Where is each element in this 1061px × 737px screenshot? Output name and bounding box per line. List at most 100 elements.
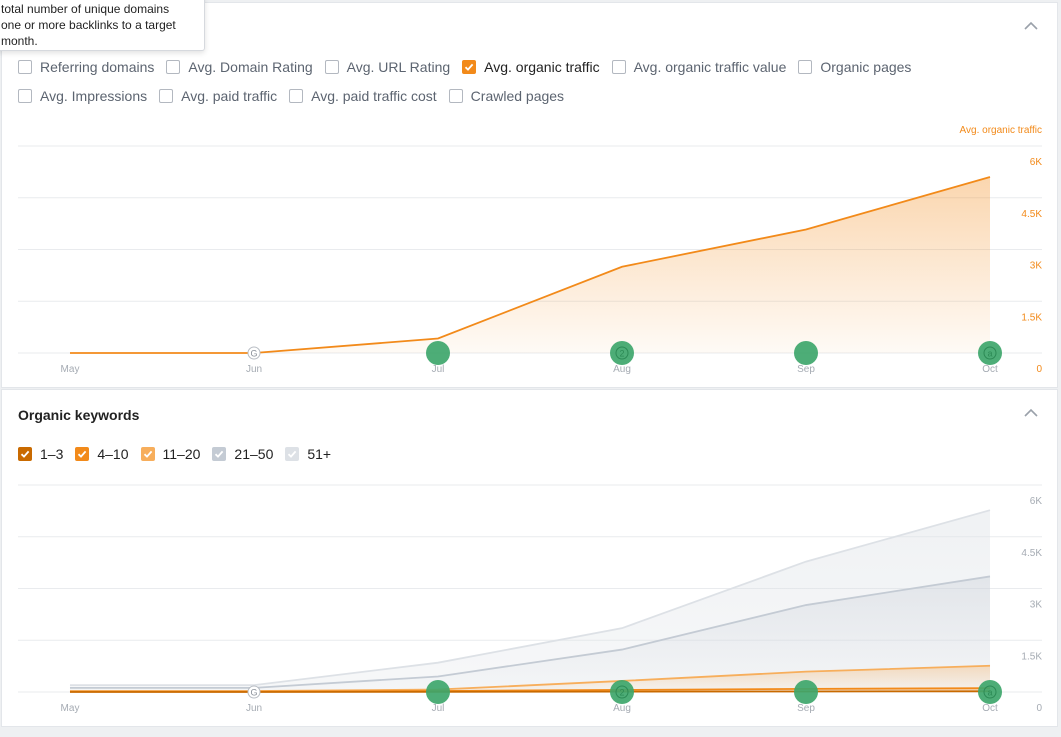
checkbox-label: Crawled pages <box>470 88 565 104</box>
legend-11-20[interactable]: 11–20 <box>140 446 201 462</box>
metric-avg-organic-traffic[interactable]: Avg. organic traffic <box>462 59 600 75</box>
checkbox-label: Avg. organic traffic value <box>633 59 787 75</box>
x-tick-label: May <box>61 703 80 714</box>
checkbox-checked-icon[interactable] <box>212 447 227 461</box>
checkbox-checked-icon[interactable] <box>462 60 477 74</box>
google-update-icon: G <box>250 349 257 359</box>
event-marker[interactable] <box>610 341 634 365</box>
series-line-21-50 <box>70 575 991 689</box>
checkbox-unchecked-icon[interactable] <box>159 89 174 103</box>
checkbox-label: Referring domains <box>40 59 155 75</box>
event-count-label: a <box>987 349 992 359</box>
series-area-avg-organic-traffic <box>70 177 990 353</box>
google-update-marker <box>247 346 261 360</box>
y-tick-label: 6K <box>1030 496 1043 507</box>
checkbox-label: Avg. paid traffic cost <box>311 88 437 104</box>
metric-referring-domains[interactable]: Referring domains <box>18 59 154 75</box>
metric-organic-pages[interactable]: Organic pages <box>798 59 911 75</box>
checkbox-unchecked-icon[interactable] <box>166 60 181 74</box>
checkbox-checked-icon[interactable] <box>18 447 32 461</box>
x-tick-label: Oct <box>982 703 998 714</box>
event-marker[interactable] <box>426 341 450 365</box>
event-marker[interactable] <box>426 680 450 704</box>
checkbox-unchecked-icon[interactable] <box>289 89 304 103</box>
traffic-panel: Referring domains Avg. Domain Rating Avg. … <box>1 2 1058 388</box>
event-marker[interactable] <box>978 341 1002 365</box>
checkbox-checked-icon[interactable] <box>140 447 155 461</box>
series-line-51 <box>70 509 991 687</box>
tooltip-line: one or more backlinks to a target <box>1 18 176 32</box>
metric-avg-paid-traffic-cost[interactable]: Avg. paid traffic cost <box>289 88 437 104</box>
series-area-21-50 <box>70 576 990 692</box>
metric-avg-paid-traffic[interactable]: Avg. paid traffic <box>159 88 277 104</box>
x-tick-label: Sep <box>797 703 815 714</box>
checkbox-label: Avg. Domain Rating <box>188 59 313 75</box>
series-line-1-3 <box>70 690 991 693</box>
event-marker[interactable] <box>610 680 634 704</box>
collapse-chevron-up-icon[interactable] <box>1023 406 1039 420</box>
y-tick-label: 3K <box>1030 261 1043 272</box>
metric-avg-organic-traffic-value[interactable]: Avg. organic traffic value <box>611 59 787 75</box>
series-area-11-20 <box>70 665 990 692</box>
collapse-chevron-up-icon[interactable] <box>1023 19 1039 33</box>
legend-21-50[interactable]: 21–50 <box>212 446 273 462</box>
series-line-avg-organic-traffic <box>70 176 991 354</box>
checkbox-unchecked-icon[interactable] <box>18 60 32 74</box>
organic-keywords-chart: 6K 4.5K 3K 1.5K 0 May Jun Jul Aug Sep Oct G 2 a <box>18 484 1043 714</box>
x-tick-label: Jun <box>246 703 262 714</box>
keyword-position-legend: 1–3 4–10 11–20 21–50 51+ <box>18 446 343 462</box>
checkbox-unchecked-icon[interactable] <box>798 60 813 74</box>
checkbox-label: 11–20 <box>162 446 201 462</box>
event-count-label: a <box>987 688 992 698</box>
y-tick-label: 3K <box>1030 600 1043 611</box>
event-count-badge <box>615 685 629 699</box>
metric-avg-domain-rating[interactable]: Avg. Domain Rating <box>166 59 313 75</box>
section-title: Organic keywords <box>18 407 140 423</box>
x-tick-label: Oct <box>982 364 998 375</box>
metric-avg-url-rating[interactable]: Avg. URL Rating <box>324 59 451 75</box>
legend-4-10[interactable]: 4–10 <box>75 446 129 462</box>
metric-avg-impressions[interactable]: Avg. Impressions <box>18 88 147 104</box>
y-axis-label: Avg. organic traffic <box>960 125 1042 136</box>
checkbox-checked-icon[interactable] <box>285 447 300 461</box>
legend-1-3[interactable]: 1–3 <box>18 446 63 462</box>
google-update-marker <box>247 685 261 699</box>
metric-crawled-pages[interactable]: Crawled pages <box>448 88 565 104</box>
y-tick-label: 1.5K <box>1021 312 1042 323</box>
checkbox-unchecked-icon[interactable] <box>324 60 339 74</box>
x-tick-label: Jul <box>432 703 445 714</box>
tooltip-line: month. <box>1 34 38 48</box>
event-marker[interactable] <box>794 341 818 365</box>
checkbox-label: Organic pages <box>820 59 912 75</box>
checkbox-label: Avg. URL Rating <box>346 59 451 75</box>
checkbox-label: Avg. paid traffic <box>181 88 278 104</box>
checkbox-label: Avg. organic traffic <box>484 59 600 75</box>
x-tick-label: Sep <box>797 364 815 375</box>
event-marker[interactable] <box>978 680 1002 704</box>
checkbox-label: 21–50 <box>234 446 274 462</box>
y-tick-label: 0 <box>1036 703 1042 714</box>
checkbox-checked-icon[interactable] <box>75 447 90 461</box>
google-update-icon: G <box>250 688 257 698</box>
checkbox-label: 51+ <box>307 446 332 462</box>
x-tick-label: May <box>61 364 80 375</box>
checkbox-unchecked-icon[interactable] <box>18 89 32 103</box>
legend-51[interactable]: 51+ <box>285 446 331 462</box>
y-tick-label: 4.5K <box>1021 548 1042 559</box>
event-count-label: 2 <box>619 349 624 359</box>
event-marker[interactable] <box>794 680 818 704</box>
event-count-badge <box>983 346 997 360</box>
event-count-label: 2 <box>619 688 624 698</box>
event-count-badge <box>615 346 629 360</box>
checkbox-unchecked-icon[interactable] <box>611 60 626 74</box>
checkbox-label: 4–10 <box>97 446 129 462</box>
checkbox-unchecked-icon[interactable] <box>448 89 463 103</box>
x-tick-label: Jul <box>432 364 445 375</box>
x-tick-label: Aug <box>613 364 631 375</box>
organic-traffic-chart: 6K 4.5K 3K 1.5K 0 Avg. organic traffic May Jun J… <box>18 125 1043 375</box>
metric-tooltip: total number of unique domains one or mo… <box>0 0 205 51</box>
tooltip-line: total number of unique domains <box>1 2 170 16</box>
metrics-row-2: Avg. Impressions Avg. paid traffic Avg. pa… <box>18 88 576 104</box>
y-tick-label: 4.5K <box>1021 209 1042 220</box>
y-tick-label: 1.5K <box>1021 651 1042 662</box>
